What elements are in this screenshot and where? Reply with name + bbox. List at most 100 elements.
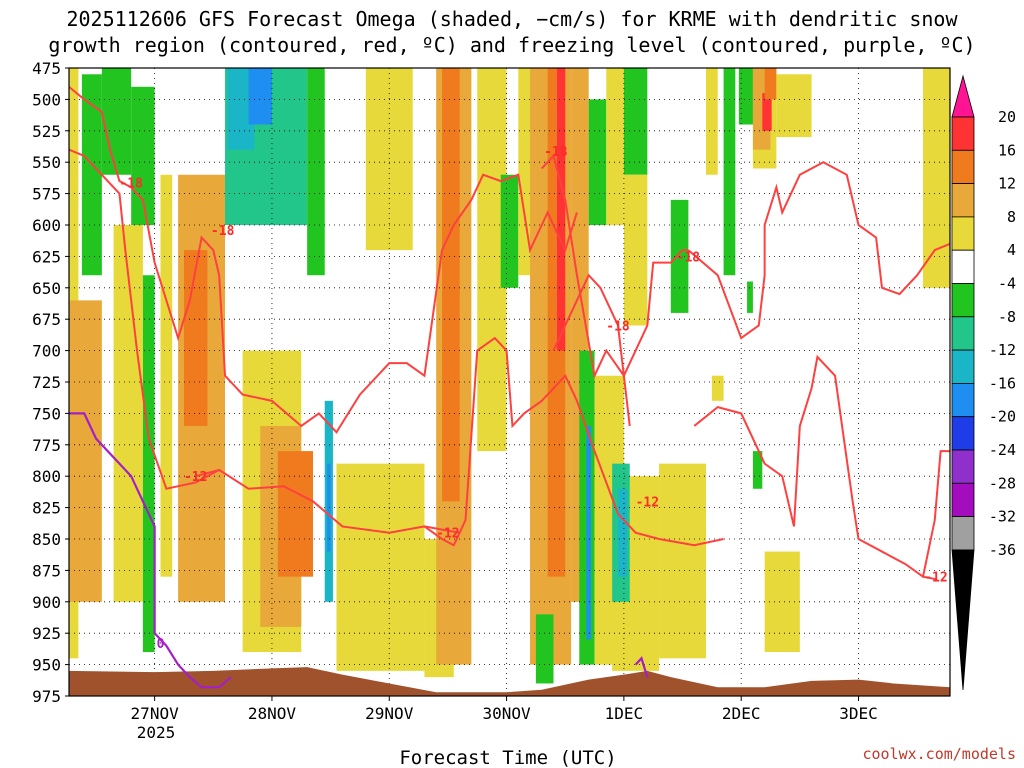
dgz-contour-line	[687, 161, 950, 340]
omega-cell	[606, 68, 624, 225]
credit-text: coolwx.com/models	[862, 745, 1016, 763]
colorbar-swatch	[951, 482, 975, 517]
colorbar-label: -8	[998, 308, 1016, 326]
x-tick-label: 1DEC	[605, 704, 644, 723]
x-tick-label: 27NOV	[131, 704, 180, 723]
y-tick-label: 650	[32, 279, 61, 298]
y-tick-label: 675	[32, 310, 61, 329]
y-tick-label: 900	[32, 593, 61, 612]
y-tick-label: 800	[32, 467, 61, 486]
dgz-contour-line	[922, 575, 937, 581]
y-tick-label: 525	[32, 122, 61, 141]
omega-cell	[307, 68, 325, 276]
pressure-axis: 475 500 525 550 575 600 625 650 675 700 725 750 775 8…	[32, 59, 69, 706]
colorbar-label: 12	[998, 175, 1016, 193]
colorbar-label: -20	[989, 408, 1016, 426]
colorbar-label: 8	[1007, 208, 1016, 226]
terrain-layer	[69, 667, 950, 696]
colorbar-swatch	[951, 249, 975, 284]
colorbar-swatch	[951, 149, 975, 185]
y-tick-label: 475	[32, 59, 61, 78]
freezing-level-bump	[634, 656, 649, 678]
omega-shading-layer	[69, 68, 950, 684]
gridlines-layer	[69, 68, 950, 696]
dgz-contour-label: -18	[677, 250, 701, 265]
omega-cell	[923, 68, 950, 288]
colorbar-label: -24	[989, 441, 1016, 459]
omega-cell	[183, 250, 208, 426]
y-tick-label: 875	[32, 561, 61, 580]
y-tick-label: 725	[32, 373, 61, 392]
omega-cell	[705, 68, 718, 175]
dgz-contour-line	[195, 468, 220, 478]
time-axis: 27NOV 28NOV 29NOV 30NOV 1DEC 2DEC 3DEC	[131, 696, 878, 723]
colorbar-swatch	[951, 516, 975, 551]
omega-cell	[557, 68, 566, 351]
colorbar-top-triangle	[951, 74, 975, 118]
chart-title-line-2: growth region (contoured, red, ºC) and f…	[48, 33, 975, 57]
dgz-contour-label: -12	[636, 495, 659, 510]
x-tick-label: 30NOV	[482, 704, 531, 723]
colorbar-swatch	[951, 449, 975, 484]
colorbar-swatch	[951, 283, 975, 318]
colorbar-label: 16	[998, 141, 1016, 159]
y-tick-label: 850	[32, 530, 61, 549]
y-tick-label: 950	[32, 656, 61, 675]
colorbar-label: -12	[989, 341, 1016, 359]
x-tick-label: 28NOV	[248, 704, 297, 723]
omega-cell	[442, 68, 460, 502]
colorbar-label: -32	[989, 508, 1016, 526]
omega-cell	[618, 488, 628, 577]
colorbar-swatch	[951, 416, 975, 451]
colorbar-label: 20	[998, 108, 1016, 126]
contours-layer	[69, 86, 950, 689]
omega-cell	[588, 99, 607, 225]
omega-cell	[623, 174, 648, 326]
omega-cell	[738, 68, 753, 125]
omega-cell	[160, 174, 173, 577]
omega-cell	[535, 614, 554, 684]
omega-cell	[327, 463, 331, 552]
dgz-contour-line	[423, 336, 724, 547]
colorbar-label: -36	[989, 541, 1016, 559]
omega-cell	[131, 86, 155, 225]
omega-cell	[764, 68, 777, 100]
y-tick-label: 975	[32, 687, 61, 706]
omega-cell	[336, 463, 425, 671]
x-axis-year-label: 2025	[137, 723, 176, 742]
omega-cell	[500, 174, 519, 288]
y-tick-label: 500	[32, 90, 61, 109]
colorbar-label: -4	[998, 275, 1016, 293]
dgz-contour-line	[69, 148, 460, 534]
colorbar-label: -16	[989, 374, 1016, 392]
freezing-level-contour	[69, 412, 232, 689]
colorbar-swatch	[951, 216, 975, 251]
omega-cell	[752, 451, 763, 489]
y-tick-label: 775	[32, 436, 61, 455]
omega-cell	[365, 68, 413, 251]
omega-cell	[142, 275, 155, 653]
colorbar-label: 4	[1007, 241, 1016, 259]
omega-cell	[776, 74, 812, 138]
dgz-contour-label: -18	[119, 176, 143, 191]
x-tick-label: 29NOV	[365, 704, 414, 723]
omega-cell	[659, 463, 706, 659]
y-tick-label: 550	[32, 153, 61, 172]
contour-labels-layer: -18 -18 -18 -18 -18 -12 -12 -12 -12 0	[119, 145, 947, 652]
omega-cell	[81, 74, 102, 276]
omega-cell	[762, 93, 772, 131]
omega-cell	[747, 281, 753, 313]
y-tick-label: 600	[32, 216, 61, 235]
dgz-contour-label: -18	[211, 224, 235, 239]
colorbar-swatch	[951, 349, 975, 384]
y-tick-label: 700	[32, 342, 61, 361]
chart-title-line-1: 2025112606 GFS Forecast Omega (shaded, −…	[66, 7, 958, 31]
colorbar-swatch	[951, 316, 975, 351]
dgz-contour-line	[541, 153, 689, 380]
dgz-contour-label: -12	[924, 571, 947, 586]
omega-cell	[277, 451, 314, 577]
y-tick-label: 925	[32, 624, 61, 643]
colorbar-label: -28	[989, 474, 1016, 492]
omega-cell	[113, 225, 143, 602]
